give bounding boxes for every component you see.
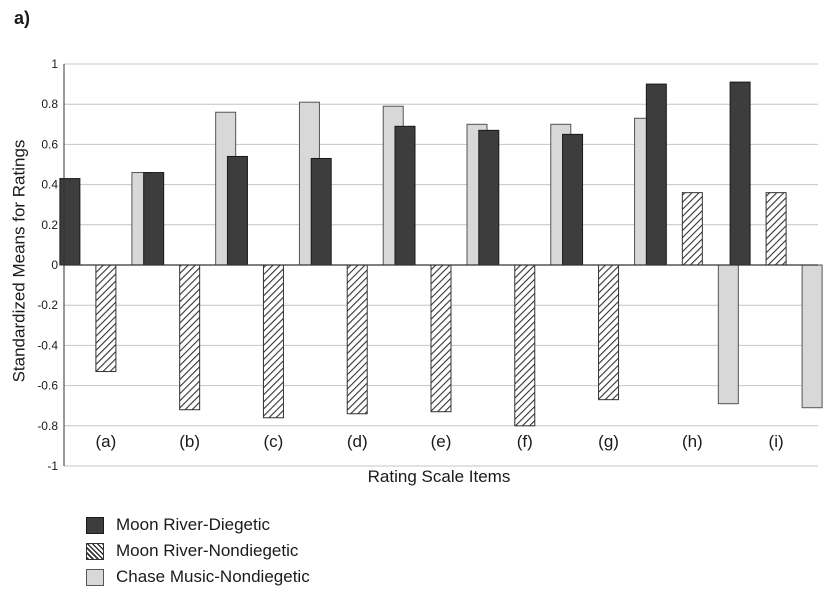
bar-series-2-item-2 bbox=[179, 264, 201, 411]
x-category-label: (f) bbox=[517, 432, 533, 451]
bar-series-2-item-9 bbox=[765, 192, 787, 266]
legend: Moon River-Diegetic Moon River-Nondieget… bbox=[86, 512, 310, 590]
legend-item-moon-river-diegetic: Moon River-Diegetic bbox=[86, 512, 310, 538]
x-category-label: (b) bbox=[179, 432, 200, 451]
bar-series-1-item-9 bbox=[729, 81, 751, 266]
bar-series-1-item-2 bbox=[143, 172, 165, 266]
bar-series-1-item-5 bbox=[394, 125, 416, 266]
bar-series-1-item-8 bbox=[645, 83, 667, 266]
bar-series-1-item-3 bbox=[226, 155, 248, 266]
x-category-label: (c) bbox=[264, 432, 284, 451]
bar-series-3-item-9 bbox=[801, 264, 823, 409]
x-category-label: (h) bbox=[682, 432, 703, 451]
x-category-label: (a) bbox=[95, 432, 116, 451]
y-tick-label: 1 bbox=[51, 57, 58, 71]
bar-series-1-item-6 bbox=[478, 129, 500, 266]
legend-swatch-hatch bbox=[86, 542, 104, 560]
y-tick-label: -0.4 bbox=[37, 338, 58, 352]
x-category-label: (g) bbox=[598, 432, 619, 451]
y-tick-label: 0 bbox=[51, 258, 58, 272]
legend-label: Chase Music-Nondiegetic bbox=[116, 567, 310, 586]
bar-series-1-item-1 bbox=[59, 178, 81, 266]
legend-swatch-dark bbox=[86, 516, 104, 534]
y-tick-label: 0.8 bbox=[41, 97, 58, 111]
y-tick-label: -0.2 bbox=[37, 298, 58, 312]
bar-series-2-item-7 bbox=[598, 264, 620, 401]
bar-series-2-item-3 bbox=[262, 264, 284, 419]
legend-label: Moon River-Diegetic bbox=[116, 515, 270, 534]
legend-item-chase-music-nondiegetic: Chase Music-Nondiegetic bbox=[86, 564, 310, 590]
y-axis-title: Standardized Means for Ratings bbox=[2, 96, 36, 426]
y-tick-label: -1 bbox=[47, 459, 58, 473]
legend-label: Moon River-Nondiegetic bbox=[116, 541, 299, 560]
bar-chart: 1 0.8 0.6 0.4 0.2 0 -0.2 -0.4 -0.6 -0.8 -1 (a) (b) (c… bbox=[37, 57, 823, 473]
y-tick-label: 0.4 bbox=[41, 178, 58, 192]
x-axis-title: Rating Scale Items bbox=[367, 467, 511, 486]
legend-swatch-light bbox=[86, 568, 104, 586]
y-tick-label: -0.8 bbox=[37, 419, 58, 433]
bar-series-1-item-7 bbox=[562, 133, 584, 266]
bar-series-2-item-1 bbox=[95, 264, 117, 373]
legend-item-moon-river-nondiegetic: Moon River-Nondiegetic bbox=[86, 538, 310, 564]
bar-series-2-item-6 bbox=[514, 264, 536, 427]
bar-series-3-item-8 bbox=[717, 264, 739, 405]
x-category-label: (e) bbox=[431, 432, 452, 451]
x-category-label: (d) bbox=[347, 432, 368, 451]
bar-series-2-item-8 bbox=[681, 192, 703, 266]
x-category-label: (i) bbox=[769, 432, 784, 451]
bar-series-2-item-4 bbox=[346, 264, 368, 415]
bar-series-2-item-5 bbox=[430, 264, 452, 413]
y-tick-label: -0.6 bbox=[37, 379, 58, 393]
y-tick-label: 0.6 bbox=[41, 137, 58, 151]
panel-label: a) bbox=[14, 8, 31, 28]
y-axis-title-text: Standardized Means for Ratings bbox=[9, 139, 29, 383]
bar-series-1-item-4 bbox=[310, 157, 332, 266]
y-tick-label: 0.2 bbox=[41, 218, 58, 232]
